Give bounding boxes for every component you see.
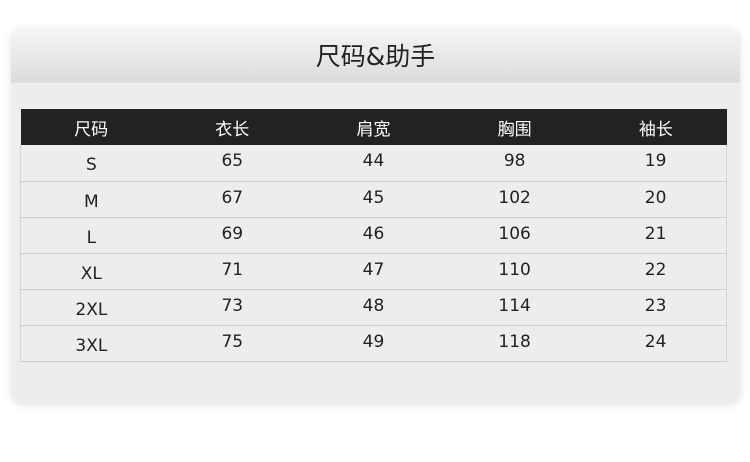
table-cell: 22 [585,253,728,290]
table-cell: 73 [161,289,303,326]
table-cell: 45 [302,181,445,218]
table-cell: 110 [444,253,586,290]
column-header: 胸围 [444,109,586,145]
table-cell: 20 [585,181,728,218]
table-cell: S [19,145,162,182]
table-cell: 67 [161,181,303,218]
table-cell: 49 [302,325,445,362]
table-row: S 65 44 98 19 [19,145,728,182]
table-cell: 65 [161,145,303,182]
column-header: 衣长 [161,109,303,145]
page-title: 尺码&助手 [315,41,436,71]
table-cell: M [19,181,162,218]
table-cell: 69 [161,217,303,254]
table-cell: 102 [444,181,586,218]
table-row: L 69 46 106 21 [19,217,728,254]
table-cell: 21 [585,217,728,254]
table-cell: 106 [444,217,586,254]
table-cell: 118 [444,325,586,362]
table-cell: 44 [302,145,445,182]
table-cell: 47 [302,253,445,290]
table-cell: 71 [161,253,303,290]
table-row: 2XL 73 48 114 23 [19,289,728,326]
table-cell: 98 [444,145,586,182]
table-cell: 23 [585,289,728,326]
table-cell: 24 [585,325,728,362]
column-header: 肩宽 [302,109,445,145]
column-header: 尺码 [20,109,162,145]
table-row: M 67 45 102 20 [19,181,728,218]
table-header-row: 尺码 衣长 肩宽 胸围 袖长 [20,109,727,145]
table-cell: 75 [161,325,303,362]
table-cell: 2XL [19,289,162,326]
table-row: 3XL 75 49 118 24 [19,325,728,362]
size-table: 尺码 衣长 肩宽 胸围 袖长 S 65 44 98 19 M 67 45 102 20 L 69 46 106 21… [19,109,728,362]
table-cell: 19 [585,145,728,182]
table-cell: L [19,217,162,254]
table-cell: XL [19,253,162,290]
table-cell: 46 [302,217,445,254]
table-row: XL 71 47 110 22 [19,253,728,290]
card-header: 尺码&助手 [11,27,740,83]
table-cell: 48 [302,289,445,326]
table-cell: 3XL [19,325,162,362]
column-header: 袖长 [585,109,727,145]
table-cell: 114 [444,289,586,326]
size-chart-card: 尺码&助手 尺码 衣长 肩宽 胸围 袖长 S 65 44 98 19 M 67 45 102 20 L 69 4… [11,27,740,403]
